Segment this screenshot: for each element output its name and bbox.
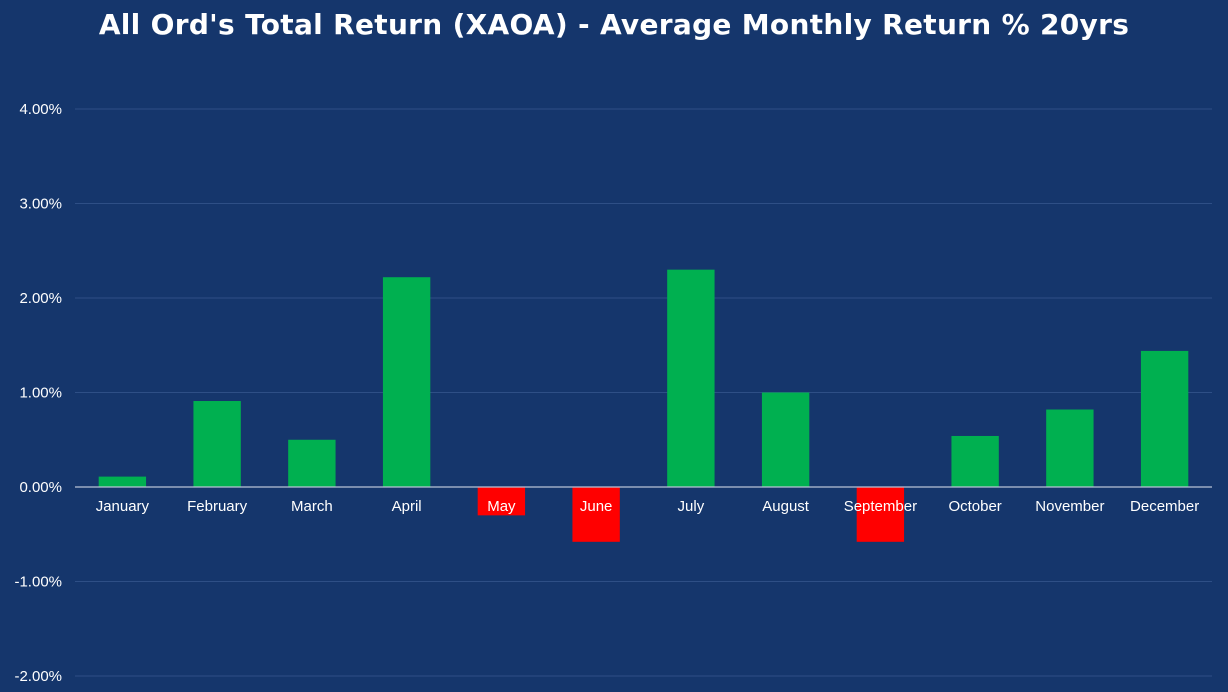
x-category-label: October <box>948 498 1001 515</box>
x-category-label: August <box>762 498 810 515</box>
x-axis-category-labels: January February March April May June July Augu… <box>96 498 1200 515</box>
x-category-label: June <box>580 498 613 515</box>
x-category-label: April <box>392 498 422 515</box>
bar-september <box>856 487 905 542</box>
y-tick-label: 0.00% <box>19 479 62 496</box>
x-category-label: November <box>1035 498 1104 515</box>
bar-december <box>1140 350 1189 487</box>
y-tick-label: -2.00% <box>14 668 62 685</box>
x-category-label: March <box>291 498 333 515</box>
x-category-label: May <box>487 498 516 515</box>
x-category-label: September <box>844 498 917 515</box>
bar-january <box>98 476 147 487</box>
bar-may <box>477 487 526 516</box>
x-category-label: January <box>96 498 150 515</box>
bar-november <box>1046 409 1094 487</box>
x-category-label: July <box>678 498 705 515</box>
x-category-label: December <box>1130 498 1199 515</box>
gridlines <box>75 108 1212 677</box>
y-tick-label: 4.00% <box>19 101 62 118</box>
bar-august <box>761 392 810 487</box>
bar-april <box>382 277 431 487</box>
y-tick-label: 2.00% <box>19 290 62 307</box>
bar-june <box>572 487 620 542</box>
bar-july <box>667 269 715 487</box>
y-tick-label: 1.00% <box>19 385 62 402</box>
bar-february <box>193 401 241 487</box>
bars <box>98 269 1189 542</box>
y-tick-label: -1.00% <box>14 574 62 591</box>
bar-march <box>288 439 336 487</box>
chart-title: All Ord's Total Return (XAOA) - Average … <box>98 8 1130 41</box>
bar-october <box>951 435 999 487</box>
x-category-label: February <box>187 498 248 515</box>
y-tick-label: 3.00% <box>19 196 62 213</box>
y-axis-tick-labels: 4.00% 3.00% 2.00% 1.00% 0.00% -1.00% -2.00% <box>14 101 62 685</box>
